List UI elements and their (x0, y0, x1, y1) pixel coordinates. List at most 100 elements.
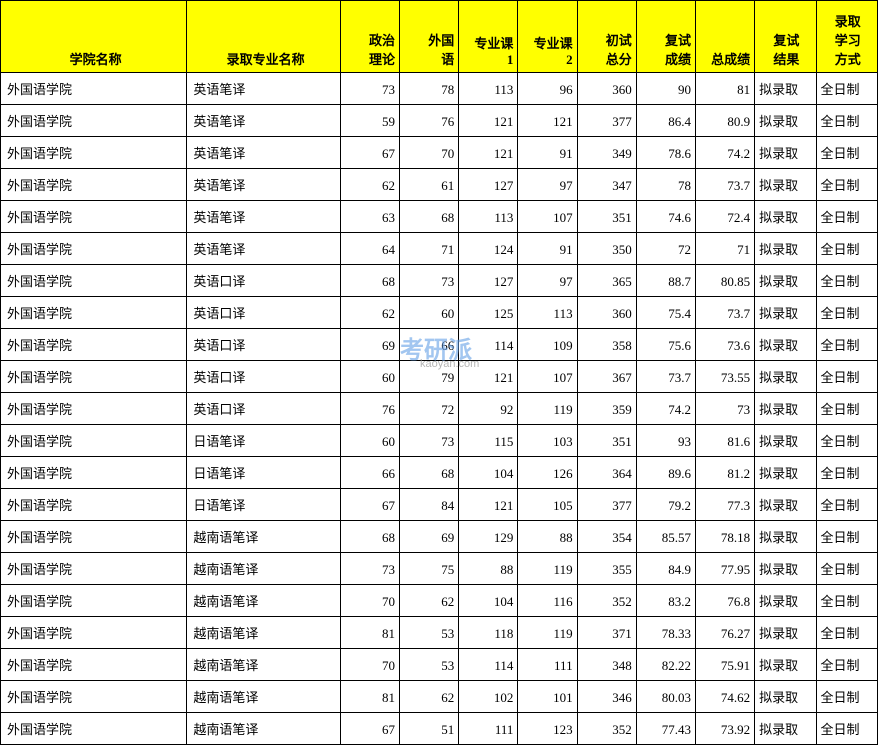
cell-college: 外国语学院 (1, 489, 187, 521)
cell-course1: 113 (459, 73, 518, 105)
table-row: 外国语学院日语笔译678412110537779.277.3拟录取全日制 (1, 489, 878, 521)
cell-course2: 107 (518, 361, 577, 393)
cell-course1: 118 (459, 617, 518, 649)
cell-result: 拟录取 (755, 393, 816, 425)
cell-politics: 67 (340, 489, 399, 521)
cell-foreign: 79 (400, 361, 459, 393)
cell-prelim: 352 (577, 713, 636, 745)
cell-course1: 102 (459, 681, 518, 713)
cell-course1: 111 (459, 713, 518, 745)
cell-mode: 全日制 (816, 617, 877, 649)
cell-politics: 59 (340, 105, 399, 137)
cell-reexam: 85.57 (636, 521, 695, 553)
cell-total: 80.9 (695, 105, 754, 137)
cell-prelim: 371 (577, 617, 636, 649)
cell-reexam: 78 (636, 169, 695, 201)
header-college: 学院名称 (1, 1, 187, 73)
cell-prelim: 365 (577, 265, 636, 297)
cell-college: 外国语学院 (1, 361, 187, 393)
cell-total: 81 (695, 73, 754, 105)
cell-politics: 73 (340, 73, 399, 105)
cell-course1: 127 (459, 169, 518, 201)
cell-course1: 104 (459, 585, 518, 617)
cell-result: 拟录取 (755, 137, 816, 169)
table-row: 外国语学院日语笔译666810412636489.681.2拟录取全日制 (1, 457, 878, 489)
cell-foreign: 68 (400, 201, 459, 233)
cell-result: 拟录取 (755, 681, 816, 713)
cell-mode: 全日制 (816, 681, 877, 713)
cell-major: 日语笔译 (187, 425, 340, 457)
cell-major: 英语笔译 (187, 201, 340, 233)
cell-reexam: 75.4 (636, 297, 695, 329)
cell-major: 越南语笔译 (187, 649, 340, 681)
header-major: 录取专业名称 (187, 1, 340, 73)
cell-major: 英语笔译 (187, 137, 340, 169)
cell-course1: 115 (459, 425, 518, 457)
cell-foreign: 75 (400, 553, 459, 585)
cell-foreign: 70 (400, 137, 459, 169)
cell-total: 75.91 (695, 649, 754, 681)
cell-mode: 全日制 (816, 265, 877, 297)
table-row: 外国语学院英语笔译636811310735174.672.4拟录取全日制 (1, 201, 878, 233)
cell-reexam: 74.2 (636, 393, 695, 425)
cell-politics: 76 (340, 393, 399, 425)
cell-major: 越南语笔译 (187, 617, 340, 649)
cell-politics: 70 (340, 585, 399, 617)
cell-prelim: 359 (577, 393, 636, 425)
cell-reexam: 80.03 (636, 681, 695, 713)
header-result: 复试结果 (755, 1, 816, 73)
cell-course1: 88 (459, 553, 518, 585)
table-row: 外国语学院英语笔译597612112137786.480.9拟录取全日制 (1, 105, 878, 137)
table-row: 外国语学院英语口译68731279736588.780.85拟录取全日制 (1, 265, 878, 297)
cell-foreign: 62 (400, 681, 459, 713)
cell-total: 76.8 (695, 585, 754, 617)
cell-course2: 103 (518, 425, 577, 457)
cell-mode: 全日制 (816, 201, 877, 233)
cell-course2: 107 (518, 201, 577, 233)
cell-course2: 119 (518, 553, 577, 585)
table-row: 外国语学院英语口译626012511336075.473.7拟录取全日制 (1, 297, 878, 329)
cell-reexam: 84.9 (636, 553, 695, 585)
cell-mode: 全日制 (816, 649, 877, 681)
cell-college: 外国语学院 (1, 649, 187, 681)
cell-college: 外国语学院 (1, 73, 187, 105)
cell-course1: 113 (459, 201, 518, 233)
cell-major: 英语口译 (187, 393, 340, 425)
cell-prelim: 351 (577, 425, 636, 457)
cell-mode: 全日制 (816, 425, 877, 457)
cell-major: 越南语笔译 (187, 585, 340, 617)
cell-course2: 119 (518, 617, 577, 649)
cell-politics: 68 (340, 265, 399, 297)
cell-foreign: 73 (400, 425, 459, 457)
cell-reexam: 78.6 (636, 137, 695, 169)
cell-course2: 97 (518, 169, 577, 201)
cell-total: 78.18 (695, 521, 754, 553)
cell-course2: 113 (518, 297, 577, 329)
cell-politics: 81 (340, 681, 399, 713)
cell-mode: 全日制 (816, 585, 877, 617)
cell-politics: 63 (340, 201, 399, 233)
cell-foreign: 62 (400, 585, 459, 617)
admission-table: 学院名称 录取专业名称 政治理论 外国语 专业课1 专业课2 初试总分 复试成绩… (0, 0, 878, 745)
cell-foreign: 61 (400, 169, 459, 201)
cell-college: 外国语学院 (1, 425, 187, 457)
cell-result: 拟录取 (755, 361, 816, 393)
cell-total: 74.62 (695, 681, 754, 713)
cell-reexam: 82.22 (636, 649, 695, 681)
cell-course2: 105 (518, 489, 577, 521)
cell-college: 外国语学院 (1, 105, 187, 137)
cell-course2: 116 (518, 585, 577, 617)
cell-total: 73.55 (695, 361, 754, 393)
header-politics: 政治理论 (340, 1, 399, 73)
cell-course1: 121 (459, 489, 518, 521)
cell-mode: 全日制 (816, 713, 877, 745)
cell-politics: 69 (340, 329, 399, 361)
cell-reexam: 75.6 (636, 329, 695, 361)
cell-major: 英语口译 (187, 297, 340, 329)
header-foreign: 外国语 (400, 1, 459, 73)
cell-course2: 91 (518, 137, 577, 169)
cell-prelim: 360 (577, 73, 636, 105)
table-row: 外国语学院越南语笔译73758811935584.977.95拟录取全日制 (1, 553, 878, 585)
cell-foreign: 60 (400, 297, 459, 329)
cell-mode: 全日制 (816, 73, 877, 105)
